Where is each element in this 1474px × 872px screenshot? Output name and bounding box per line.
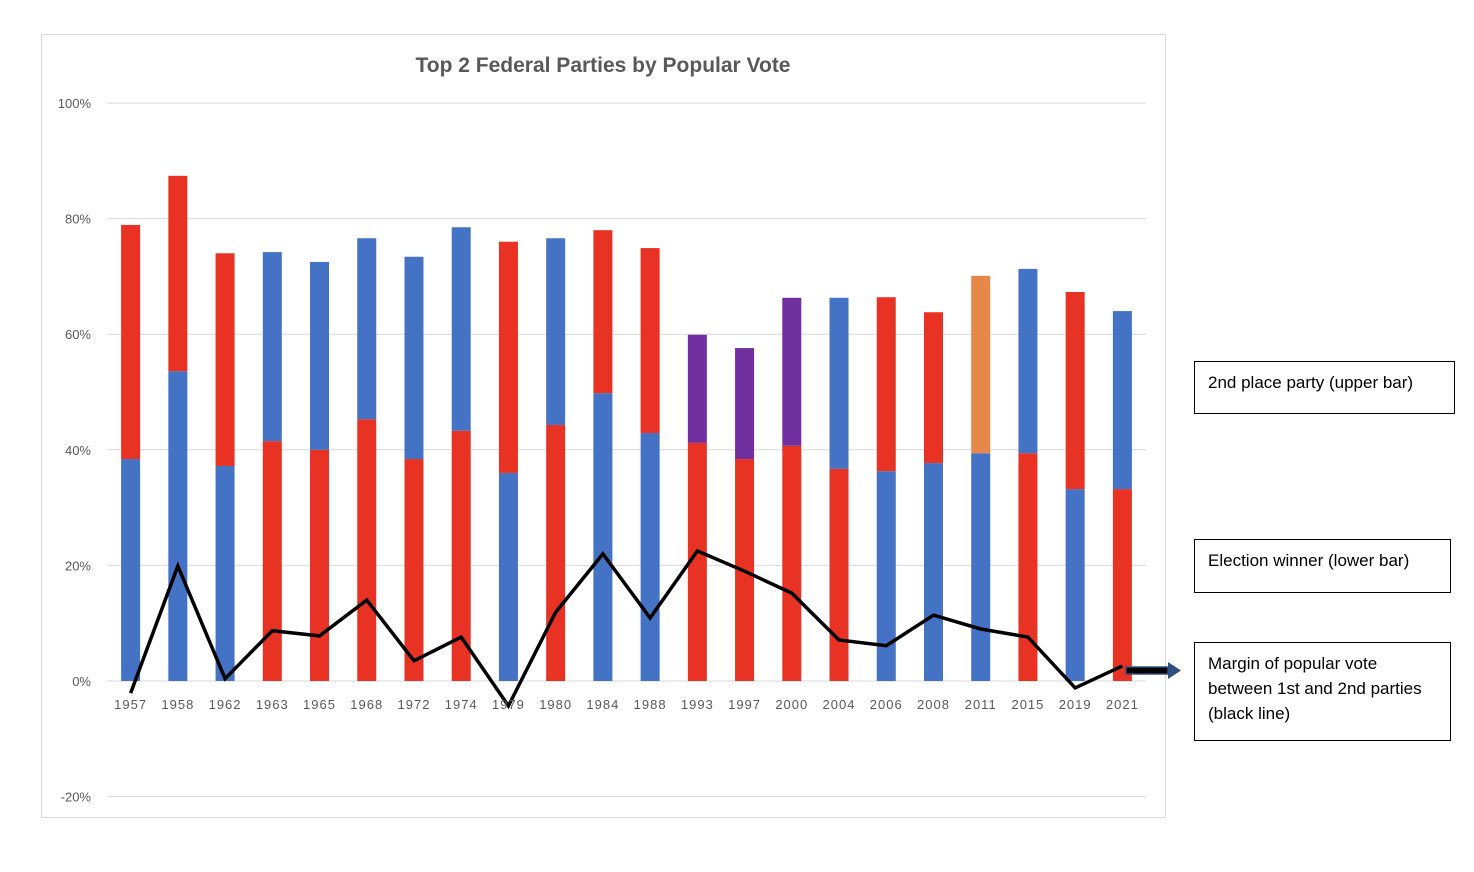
bar-winner	[121, 459, 141, 681]
margin-line	[128, 548, 1124, 710]
x-tick-label: 1957	[114, 697, 147, 712]
chart-frame	[41, 34, 1166, 818]
y-tick-label: 40%	[65, 443, 91, 458]
x-tick-label: 1979	[492, 697, 525, 712]
bar-winner	[1112, 489, 1132, 681]
bar-winner	[357, 419, 377, 681]
x-tick-label: 1993	[681, 697, 714, 712]
y-tick-label: 100%	[58, 96, 92, 111]
x-tick-label: 2019	[1059, 697, 1092, 712]
bar-second	[451, 227, 471, 431]
bar-second	[829, 297, 849, 469]
bar-second	[640, 248, 660, 434]
x-tick-label: 1963	[256, 697, 289, 712]
x-tick-label: 2011	[965, 697, 997, 712]
bar-winner	[1018, 453, 1038, 681]
x-tick-label: 2021	[1106, 697, 1139, 712]
x-tick-label: 2004	[823, 697, 856, 712]
bar-winner	[640, 433, 660, 681]
bar-second	[687, 334, 707, 443]
bar-winner	[1065, 489, 1085, 681]
x-tick-label: 1988	[634, 697, 667, 712]
y-tick-label: 60%	[65, 327, 91, 342]
x-tick-label: 2008	[917, 697, 950, 712]
bar-second	[404, 256, 424, 460]
x-tick-label: 1962	[209, 697, 242, 712]
bar-second	[168, 175, 188, 372]
x-tick-label: 1968	[350, 697, 383, 712]
bar-second	[310, 261, 330, 450]
x-tick-label: 2000	[775, 697, 808, 712]
bar-winner	[310, 449, 330, 681]
bar-second	[782, 297, 802, 446]
bar-winner	[593, 393, 613, 681]
bar-winner	[687, 442, 707, 681]
annotation-margin-line: Margin of popular vote between 1st and 2…	[1194, 642, 1451, 741]
bar-winner	[782, 445, 802, 681]
bar-winner	[876, 471, 896, 681]
bar-winner	[498, 472, 518, 681]
bar-second	[971, 275, 991, 454]
arrow-icon	[1125, 662, 1181, 679]
y-tick-label: -20%	[61, 790, 92, 805]
bar-second	[1112, 311, 1132, 490]
bar-second	[876, 297, 896, 472]
x-tick-label: 1980	[539, 697, 572, 712]
bar-second	[735, 348, 755, 460]
bar-second	[1018, 268, 1038, 454]
bar-second	[593, 230, 613, 394]
bar-second	[215, 253, 235, 466]
x-tick-label: 2015	[1011, 697, 1044, 712]
bar-second	[262, 252, 282, 442]
x-tick-label: 1958	[161, 697, 194, 712]
x-tick-label: 2006	[870, 697, 903, 712]
bar-winner	[215, 465, 235, 681]
bar-winner	[262, 441, 282, 681]
y-tick-label: 0%	[72, 674, 91, 689]
x-tick-label: 1974	[445, 697, 478, 712]
x-tick-label: 1965	[303, 697, 336, 712]
annotation-lower-bar: Election winner (lower bar)	[1194, 539, 1451, 593]
bar-second	[923, 312, 943, 464]
y-tick-label: 20%	[65, 558, 91, 573]
y-tick-label: 80%	[65, 212, 91, 227]
bar-winner	[451, 430, 471, 681]
bar-winner	[829, 468, 849, 681]
x-tick-label: 1997	[728, 697, 761, 712]
bar-winner	[546, 424, 566, 681]
annotation-upper-bar: 2nd place party (upper bar)	[1194, 361, 1455, 414]
bar-second	[546, 238, 566, 425]
chart-title: Top 2 Federal Parties by Popular Vote	[416, 54, 791, 77]
bar-winner	[923, 463, 943, 681]
bar-second	[498, 241, 518, 473]
bar-second	[1065, 292, 1085, 490]
bar-second	[357, 238, 377, 420]
x-tick-label: 1984	[586, 697, 619, 712]
bar-winner	[404, 459, 424, 681]
bar-winner	[168, 371, 188, 681]
x-tick-label: 1972	[398, 697, 431, 712]
bar-second	[121, 224, 141, 460]
bar-winner	[971, 453, 991, 681]
